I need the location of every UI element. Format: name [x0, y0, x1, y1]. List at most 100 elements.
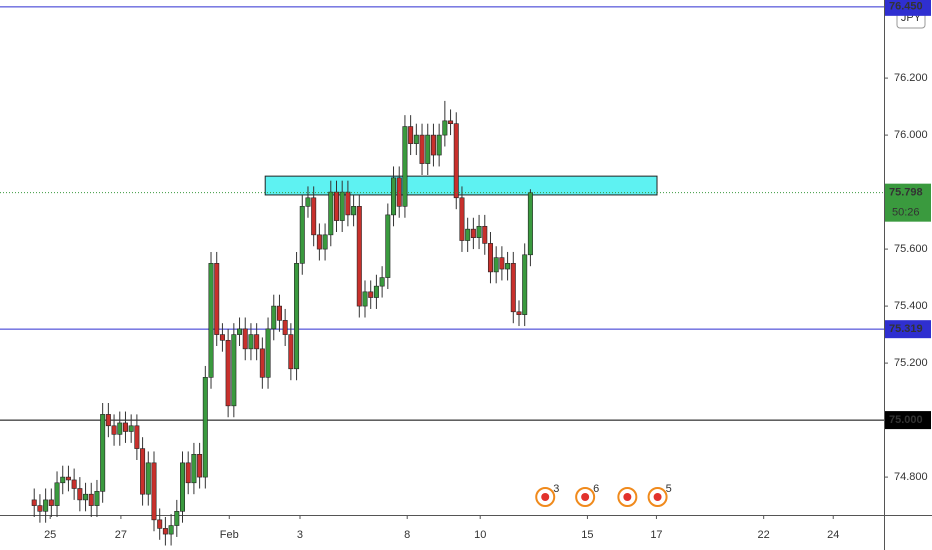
event-count: 3	[553, 483, 559, 495]
candle-body	[225, 339, 231, 407]
candle-body	[111, 425, 117, 435]
candle-body	[37, 505, 43, 512]
candle-body	[362, 291, 368, 307]
candle-body	[459, 197, 465, 241]
candle-body	[208, 263, 214, 378]
candle-body	[448, 120, 454, 124]
candle-body	[128, 425, 134, 432]
candle-body	[242, 328, 248, 350]
candle-body	[470, 228, 476, 238]
level-label: 75.319	[889, 323, 923, 335]
y-tick-label: 75.400	[894, 300, 928, 312]
candle-body	[482, 225, 488, 244]
candle-body	[151, 462, 157, 521]
event-count: 6	[593, 483, 599, 495]
candle-body	[83, 493, 89, 501]
candle-body	[516, 311, 522, 315]
candle-body	[271, 305, 277, 330]
x-tick-label: 25	[44, 529, 56, 541]
candle-body	[333, 191, 339, 221]
candle-body	[368, 291, 374, 298]
candle-body	[71, 479, 77, 489]
candle-body	[510, 263, 516, 313]
zone	[264, 175, 658, 196]
y-tick-label: 76.200	[894, 72, 928, 84]
candle-body	[180, 462, 186, 512]
candle-body	[31, 499, 37, 506]
x-tick-label: 3	[297, 529, 303, 541]
event-dot	[581, 493, 590, 501]
candle-body	[453, 123, 459, 199]
x-tick-label: Feb	[220, 529, 239, 541]
x-tick-label: 24	[827, 529, 839, 541]
candle-body	[145, 462, 151, 495]
candle-body	[505, 263, 511, 270]
candle-body	[430, 134, 436, 156]
candle-body	[94, 491, 100, 506]
candle-body	[65, 476, 71, 481]
candle-body	[487, 243, 493, 273]
candle-body	[202, 377, 208, 478]
candle-body	[77, 488, 83, 501]
x-tick-label: 27	[115, 529, 127, 541]
candle-body	[134, 425, 140, 449]
candle-body	[522, 254, 528, 315]
candle-body	[373, 285, 379, 298]
candle-body	[168, 525, 174, 535]
candle-body	[185, 462, 191, 484]
candle-body	[162, 528, 168, 535]
candle-body	[419, 134, 425, 164]
candle-body	[425, 134, 431, 164]
candle-body	[413, 134, 419, 144]
candle-body	[328, 191, 334, 236]
event-count: 5	[666, 483, 672, 495]
y-tick-label: 74.800	[894, 471, 928, 483]
candle-body	[311, 197, 317, 236]
level-tag	[885, 0, 931, 16]
candle-body	[174, 510, 180, 526]
candle-body	[379, 277, 385, 287]
candle-body	[391, 177, 397, 216]
candle-body	[254, 334, 260, 350]
candle-body	[157, 519, 163, 529]
candle-body	[100, 414, 106, 492]
candle-body	[214, 263, 220, 335]
x-tick-label: 10	[474, 529, 486, 541]
event-dot	[653, 493, 662, 501]
candle-body	[191, 453, 197, 484]
x-tick-label: 8	[404, 529, 410, 541]
candle-body	[402, 126, 408, 207]
level-tag	[885, 411, 931, 430]
candle-body	[60, 476, 66, 484]
x-tick-label: 22	[758, 529, 770, 541]
candle-body	[436, 134, 442, 156]
event-dot	[541, 493, 550, 501]
candle-body	[322, 234, 328, 250]
candle-body	[408, 126, 414, 144]
candle-body	[237, 328, 243, 335]
candle-body	[345, 191, 351, 216]
candle-body	[117, 422, 123, 435]
candle-body	[54, 482, 60, 506]
level-label: 75.000	[889, 414, 923, 426]
y-tick-label: 75.200	[894, 357, 928, 369]
candle-body	[385, 214, 391, 278]
candle-body	[43, 499, 49, 512]
y-tick-label: 76.000	[894, 129, 928, 141]
last-price-label: 75.798	[889, 187, 923, 199]
x-tick-label: 17	[650, 529, 662, 541]
candle-body	[276, 305, 282, 321]
candle-body	[356, 206, 362, 307]
candle-body	[294, 263, 300, 370]
countdown: 50:26	[892, 207, 920, 219]
candle-body	[288, 334, 294, 370]
candle-body	[105, 414, 111, 427]
candle-body	[396, 177, 402, 207]
candle-body	[442, 120, 448, 136]
y-tick-label: 75.600	[894, 243, 928, 255]
level-label: 76.450	[889, 1, 923, 13]
candle-body	[197, 453, 203, 478]
level-tag	[885, 320, 931, 339]
candle-body	[259, 348, 265, 378]
